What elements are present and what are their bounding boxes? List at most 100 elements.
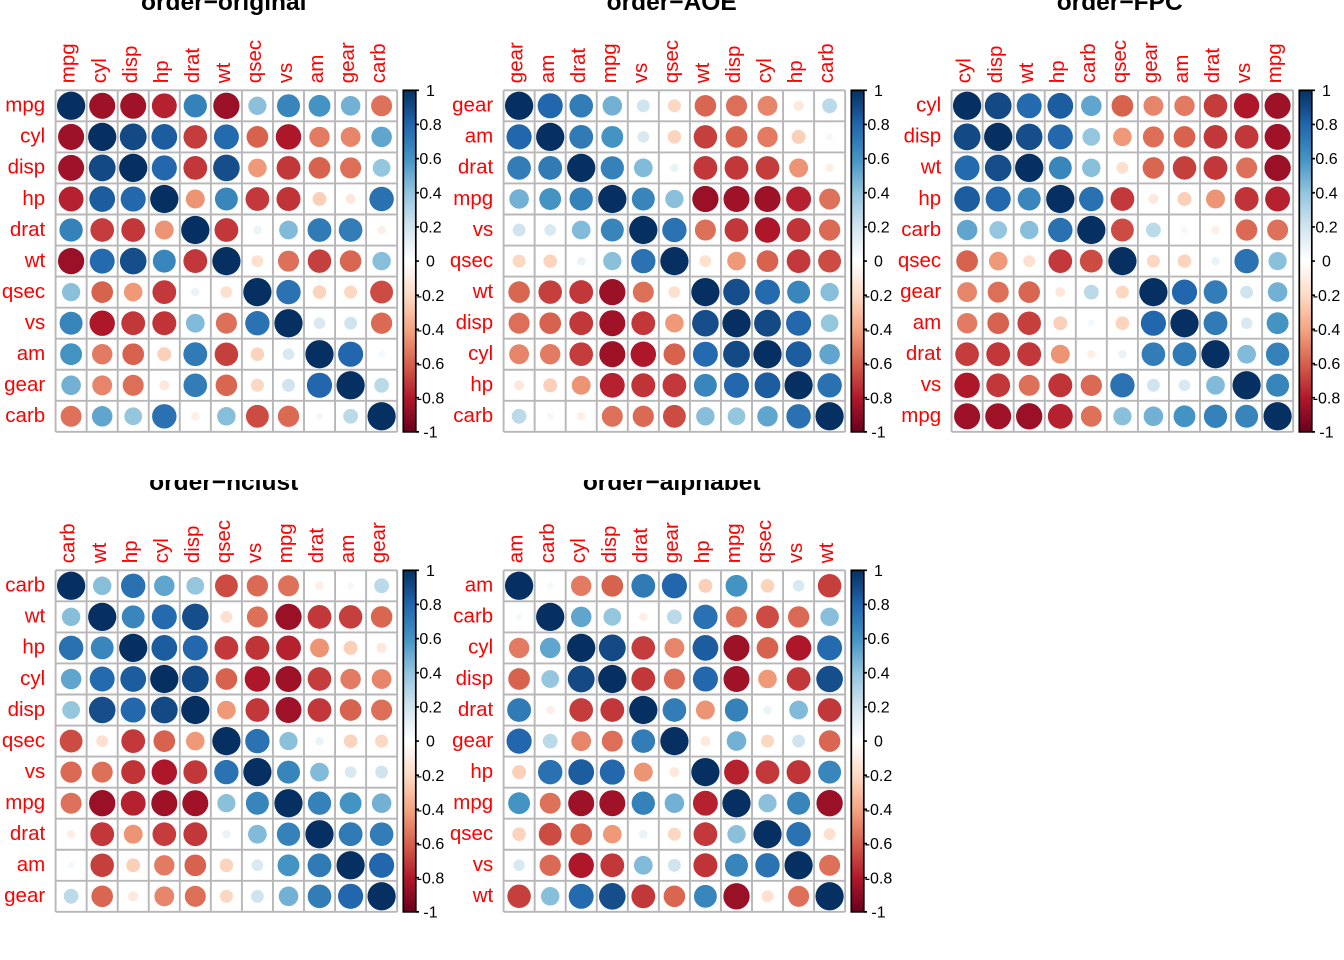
svg-text:0.4: 0.4 [1315,185,1337,202]
svg-text:hp: hp [470,760,493,783]
svg-text:-0.6: -0.6 [417,356,445,373]
svg-text:0.8: 0.8 [867,117,889,134]
svg-text:-0.8: -0.8 [865,870,893,887]
svg-text:disp: disp [722,46,745,84]
svg-text:0: 0 [1322,254,1331,271]
svg-text:carb: carb [536,523,559,563]
svg-text:drat: drat [567,48,590,84]
svg-text:0.2: 0.2 [867,700,889,717]
svg-text:cyl: cyl [20,667,45,690]
svg-text:drat: drat [1201,48,1224,84]
svg-text:disp: disp [904,125,942,148]
svg-text:1: 1 [1322,83,1331,100]
svg-text:carb: carb [1077,43,1100,83]
svg-text:1: 1 [426,563,435,580]
svg-text:0.4: 0.4 [419,185,441,202]
svg-text:hp: hp [22,636,45,659]
svg-text:-0.8: -0.8 [865,390,893,407]
svg-text:-0.4: -0.4 [865,322,893,339]
svg-text:hp: hp [691,540,714,563]
svg-text:mpg: mpg [274,523,297,563]
svg-text:-0.2: -0.2 [865,288,893,305]
svg-text:0.2: 0.2 [867,220,889,237]
svg-text:-0.4: -0.4 [417,322,445,339]
svg-text:vs: vs [784,543,807,564]
svg-text:gear: gear [900,280,941,303]
svg-text:wt: wt [472,280,494,303]
svg-text:0: 0 [426,254,435,271]
svg-text:order−AOE: order−AOE [607,0,737,16]
svg-text:vs: vs [473,218,494,241]
svg-text:gear: gear [4,373,45,396]
svg-text:-0.4: -0.4 [417,802,445,819]
svg-text:wt: wt [920,156,942,179]
svg-text:qsec: qsec [212,520,235,563]
svg-text:gear: gear [367,522,390,563]
svg-text:order−original: order−original [141,0,306,16]
svg-text:hp: hp [470,373,493,396]
svg-text:wt: wt [24,249,46,272]
svg-text:1: 1 [426,83,435,100]
svg-text:wt: wt [691,62,714,84]
svg-text:0.8: 0.8 [867,597,889,614]
svg-text:order−hclust: order−hclust [149,469,298,496]
svg-text:-0.2: -0.2 [417,288,445,305]
svg-text:0: 0 [426,734,435,751]
svg-text:qsec: qsec [2,280,45,303]
svg-text:-0.2: -0.2 [417,768,445,785]
svg-text:0.4: 0.4 [867,185,889,202]
svg-text:hp: hp [119,540,142,563]
svg-text:vs: vs [25,311,46,334]
svg-text:hp: hp [1046,60,1069,83]
svg-text:0: 0 [874,254,883,271]
svg-text:mpg: mpg [5,791,45,814]
svg-text:gear: gear [505,42,528,83]
svg-text:carb: carb [57,523,80,563]
svg-text:cyl: cyl [567,538,590,563]
svg-text:0.4: 0.4 [867,665,889,682]
svg-text:-0.8: -0.8 [417,390,445,407]
svg-text:-1: -1 [871,425,885,442]
svg-text:-1: -1 [423,905,437,922]
svg-text:carb: carb [901,218,941,241]
svg-text:wt: wt [815,542,838,564]
svg-text:cyl: cyl [20,125,45,148]
svg-text:cyl: cyl [150,538,173,563]
svg-text:disp: disp [181,526,204,564]
svg-text:1: 1 [874,83,883,100]
svg-text:mpg: mpg [1263,43,1286,83]
svg-text:qsec: qsec [898,249,941,272]
svg-text:mpg: mpg [453,791,493,814]
svg-text:1: 1 [874,563,883,580]
svg-text:order−alphabet: order−alphabet [583,469,761,496]
svg-text:0.6: 0.6 [419,631,441,648]
svg-text:0.8: 0.8 [419,117,441,134]
svg-text:vs: vs [1232,63,1255,84]
svg-text:vs: vs [629,63,652,84]
svg-text:-0.2: -0.2 [865,768,893,785]
svg-text:gear: gear [1139,42,1162,83]
svg-text:wt: wt [472,884,494,907]
svg-text:mpg: mpg [598,43,621,83]
svg-text:-0.8: -0.8 [417,870,445,887]
svg-text:mpg: mpg [901,404,941,427]
svg-text:am: am [17,853,45,876]
svg-text:am: am [336,535,359,563]
svg-text:-0.6: -0.6 [1313,356,1341,373]
svg-text:0.2: 0.2 [419,700,441,717]
svg-text:qsec: qsec [2,729,45,752]
svg-text:qsec: qsec [450,249,493,272]
svg-text:vs: vs [473,853,494,876]
svg-text:cyl: cyl [468,342,493,365]
svg-text:disp: disp [984,46,1007,84]
svg-text:0: 0 [874,734,883,751]
svg-text:qsec: qsec [450,822,493,845]
svg-text:carb: carb [5,574,45,597]
svg-text:gear: gear [452,729,493,752]
svg-text:-1: -1 [1319,425,1333,442]
svg-text:carb: carb [453,404,493,427]
svg-text:0.6: 0.6 [419,151,441,168]
svg-text:qsec: qsec [753,520,776,563]
svg-text:carb: carb [5,404,45,427]
svg-text:am: am [536,55,559,83]
